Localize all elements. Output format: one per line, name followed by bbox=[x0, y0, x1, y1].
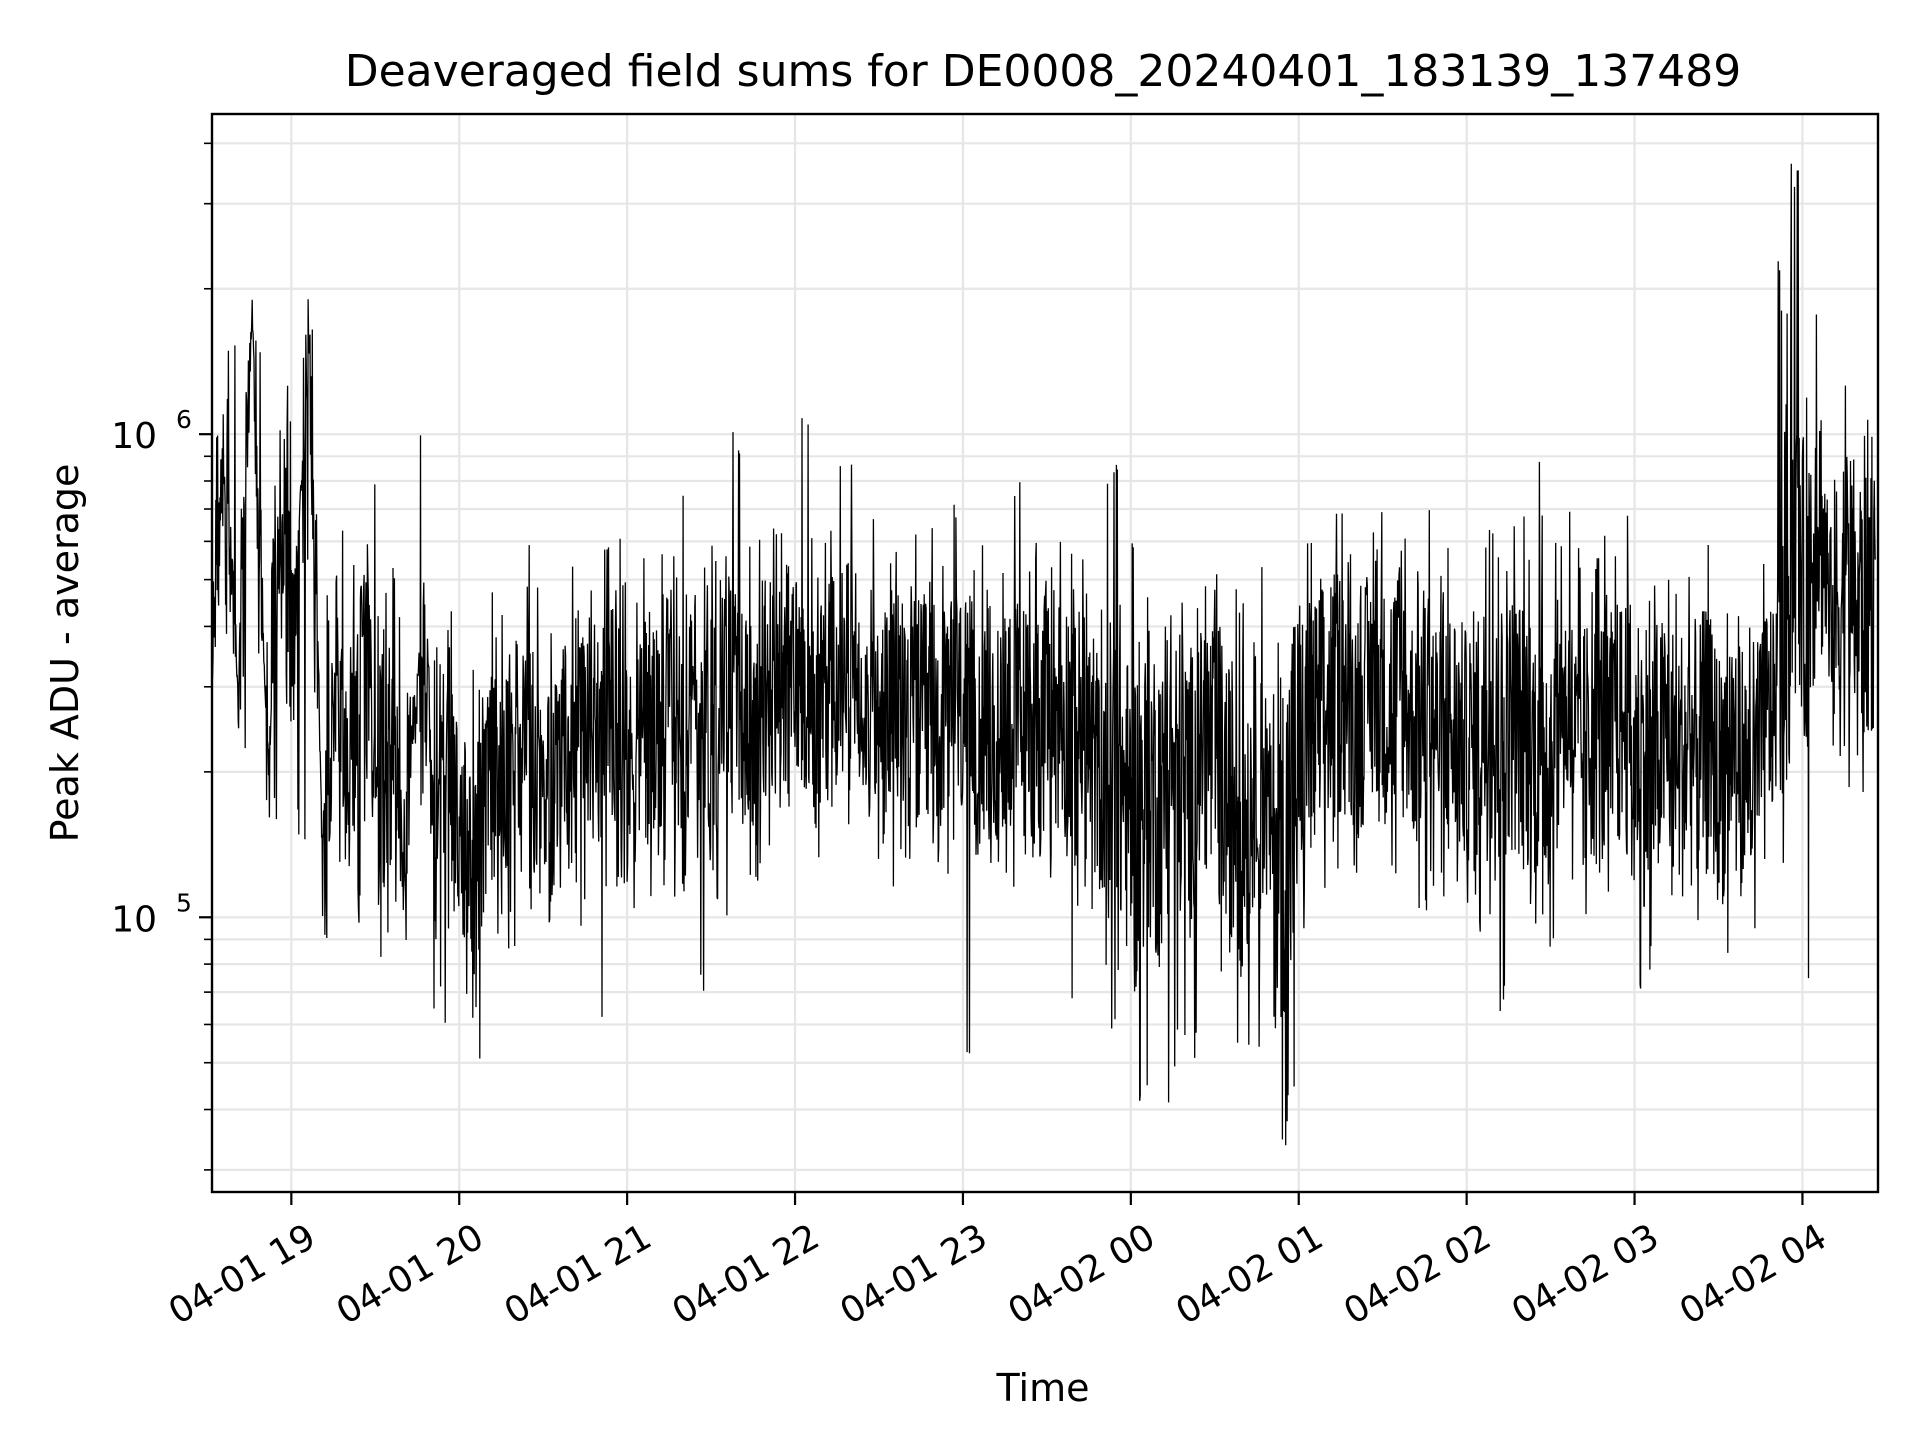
x-tick-label: 04-01 20 bbox=[330, 1216, 491, 1332]
x-axis-label: Time bbox=[996, 1366, 1090, 1410]
plot-frame bbox=[210, 112, 1880, 1194]
x-tick-label: 04-01 23 bbox=[834, 1216, 995, 1332]
y-tick-exponent: 6 bbox=[176, 405, 192, 434]
x-tick-label: 04-01 22 bbox=[666, 1216, 827, 1332]
x-tick-label: 04-01 21 bbox=[498, 1216, 659, 1332]
y-tick-exponent: 5 bbox=[176, 888, 192, 917]
x-tick-label: 04-01 19 bbox=[162, 1216, 323, 1332]
y-tick-label: 10 bbox=[111, 899, 157, 940]
x-tick-label: 04-02 01 bbox=[1169, 1216, 1330, 1332]
x-tick-label: 04-02 03 bbox=[1505, 1216, 1666, 1332]
grid-layer bbox=[212, 114, 1878, 1192]
y-tick-label: 10 bbox=[111, 416, 157, 457]
series-layer bbox=[212, 163, 1876, 1146]
x-tick-label: 04-02 00 bbox=[1001, 1216, 1162, 1332]
y-axis-ticks: 10 5 10 6 bbox=[111, 142, 212, 1171]
x-axis-ticks: 04-01 19 04-01 20 04-01 21 04-01 22 04-01 23… bbox=[162, 1192, 1834, 1333]
x-tick-label: 04-02 02 bbox=[1337, 1216, 1498, 1332]
x-tick-label: 04-02 04 bbox=[1673, 1216, 1834, 1332]
y-axis-label: Peak ADU - average bbox=[43, 464, 87, 843]
chart-title: Deaveraged field sums for DE0008_2024040… bbox=[345, 46, 1742, 97]
series-line bbox=[212, 163, 1876, 1146]
